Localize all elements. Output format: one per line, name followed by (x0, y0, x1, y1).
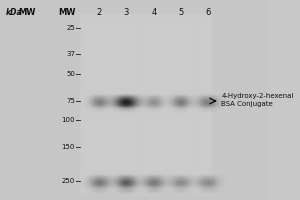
Text: 4-Hydroxy-2-hexenal
BSA Conjugate: 4-Hydroxy-2-hexenal BSA Conjugate (221, 93, 294, 107)
Text: kDa: kDa (5, 8, 22, 17)
Text: 3: 3 (123, 8, 129, 17)
Text: 25: 25 (66, 25, 75, 31)
Text: MW: MW (58, 8, 76, 17)
Text: 250: 250 (62, 178, 75, 184)
Text: 100: 100 (61, 117, 75, 123)
Text: 75: 75 (66, 98, 75, 104)
Text: 2: 2 (97, 8, 102, 17)
Text: 150: 150 (61, 144, 75, 150)
Text: 4: 4 (152, 8, 157, 17)
Text: 50: 50 (66, 71, 75, 77)
Text: 5: 5 (178, 8, 184, 17)
Text: 37: 37 (66, 51, 75, 57)
Text: 6: 6 (205, 8, 210, 17)
Text: MW: MW (18, 8, 35, 17)
